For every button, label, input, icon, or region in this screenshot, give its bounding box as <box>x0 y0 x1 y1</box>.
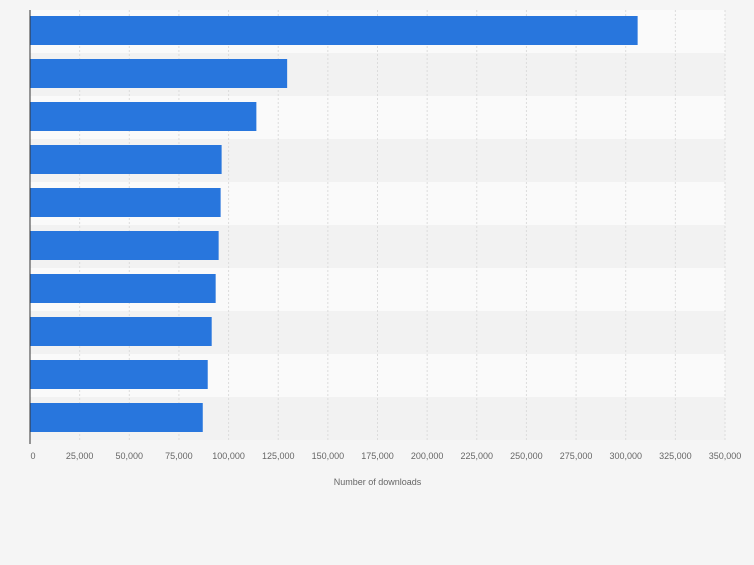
bar <box>30 59 288 88</box>
x-tick-label: 150,000 <box>312 451 345 461</box>
x-tick-label: 325,000 <box>659 451 692 461</box>
x-axis-label: Number of downloads <box>334 477 422 487</box>
x-axis-ticks: 0 25,000 50,000 75,000 100,000 125,000 150,000… <box>30 451 741 461</box>
bar <box>30 102 257 131</box>
x-tick-label: 25,000 <box>66 451 94 461</box>
x-tick-label: 175,000 <box>361 451 394 461</box>
x-tick-label: 75,000 <box>165 451 193 461</box>
bar <box>30 16 638 45</box>
x-tick-label: 125,000 <box>262 451 295 461</box>
x-tick-label: 50,000 <box>116 451 144 461</box>
bar <box>30 231 219 260</box>
x-tick-label: 300,000 <box>609 451 642 461</box>
bar <box>30 403 203 432</box>
x-tick-label: 275,000 <box>560 451 593 461</box>
x-tick-label: 200,000 <box>411 451 444 461</box>
bar <box>30 360 208 389</box>
bar <box>30 188 221 217</box>
x-tick-label: 350,000 <box>709 451 742 461</box>
bar <box>30 145 222 174</box>
bar <box>30 317 212 346</box>
bar <box>30 274 216 303</box>
x-tick-label: 225,000 <box>461 451 494 461</box>
x-tick-label: 250,000 <box>510 451 543 461</box>
x-tick-label: 100,000 <box>212 451 245 461</box>
x-tick-label: 0 <box>30 451 35 461</box>
bars <box>30 16 638 432</box>
